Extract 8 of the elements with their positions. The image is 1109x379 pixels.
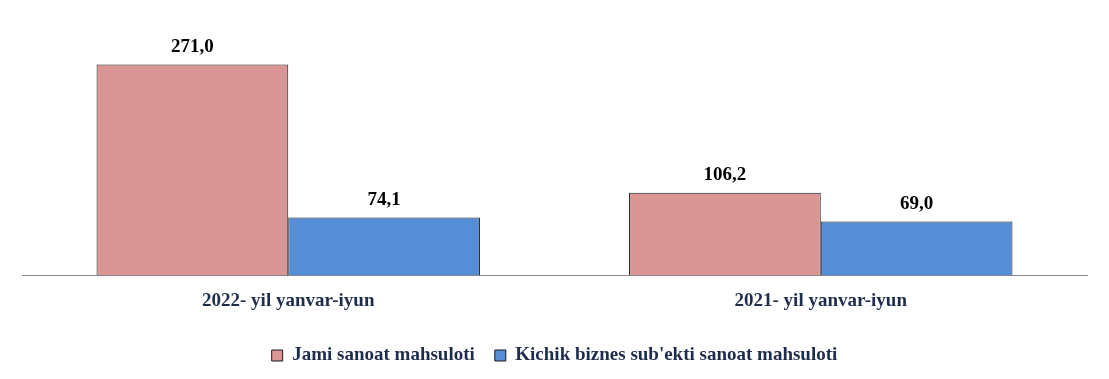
x-tick-label: 2022- yil yanvar-iyun — [202, 288, 375, 310]
data-label: 271,0 — [171, 34, 214, 56]
legend-label: Jami sanoat mahsuloti — [292, 343, 475, 365]
data-label: 106,2 — [703, 163, 747, 185]
data-label: 74,1 — [367, 188, 401, 210]
x-tick-label: 2021- yil yanvar-iyun — [734, 288, 908, 310]
legend-label: Kichik biznes sub'ekti sanoat mahsuloti — [515, 343, 838, 365]
data-label: 69,0 — [899, 191, 934, 213]
